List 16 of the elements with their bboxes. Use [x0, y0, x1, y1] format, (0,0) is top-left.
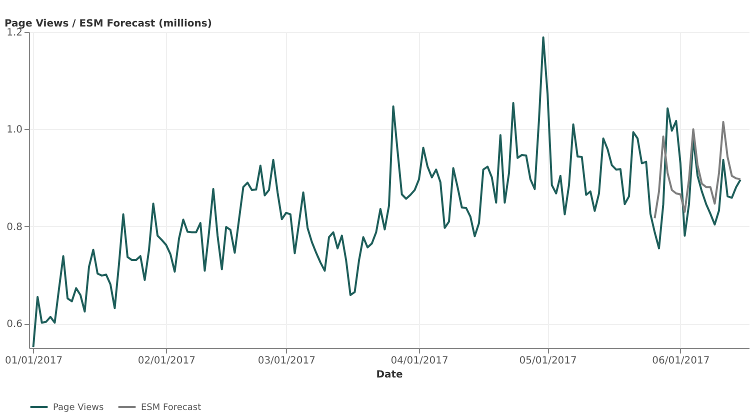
- x-tick-label: 06/01/2017: [652, 356, 710, 366]
- legend-label: Page Views: [53, 403, 104, 413]
- x-tick-label: 03/01/2017: [258, 356, 316, 366]
- x-tick-label: 02/01/2017: [138, 356, 196, 366]
- legend-label: ESM Forecast: [141, 403, 202, 413]
- line-series: [32, 36, 742, 348]
- y-tick-label: 0.8: [6, 222, 22, 233]
- x-tick-label: 04/01/2017: [390, 356, 448, 366]
- y-axis-title: Page Views / ESM Forecast (millions): [4, 18, 212, 30]
- x-axis-title: Date: [376, 370, 404, 380]
- y-tick-label: 1.0: [6, 124, 22, 136]
- y-tick-label: 0.6: [6, 319, 22, 330]
- y-tick-label: 1.2: [6, 28, 22, 38]
- x-tick-label: 01/01/2017: [4, 356, 63, 366]
- line-series: [654, 120, 742, 220]
- x-tick-label: 05/01/2017: [519, 356, 577, 366]
